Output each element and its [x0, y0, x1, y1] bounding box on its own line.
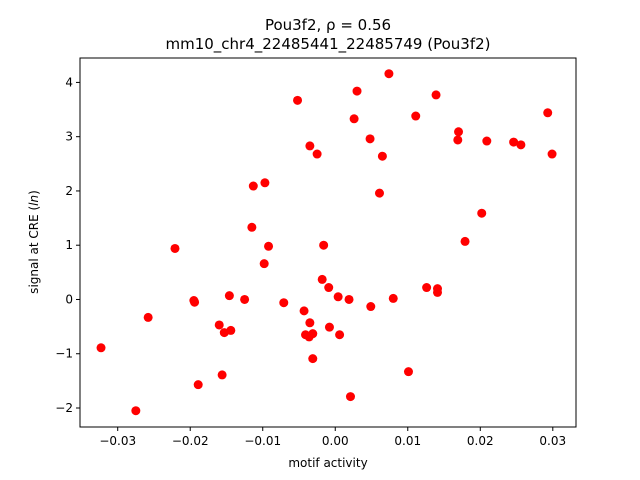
plot-area-frame: [79, 57, 577, 428]
x-tick-label: −0.02: [172, 434, 209, 448]
y-tick-label: −2: [55, 401, 73, 415]
data-point: [388, 293, 398, 303]
data-point: [299, 306, 309, 316]
data-point: [365, 134, 375, 144]
chart-title-line2: mm10_chr4_22485441_22485749 (Pou3f2): [165, 35, 490, 54]
data-point: [509, 137, 519, 147]
data-point: [248, 181, 258, 191]
data-point: [460, 236, 470, 246]
data-point: [317, 274, 327, 284]
y-axis-ticks: −2 −1 0 1 2 3 4: [55, 75, 80, 415]
data-point: [190, 297, 200, 307]
data-point: [293, 95, 303, 105]
data-point: [366, 302, 376, 312]
x-axis-label: motif activity: [288, 456, 367, 470]
data-point: [324, 283, 334, 293]
data-point: [344, 294, 354, 304]
x-tick-label: 0.00: [322, 434, 349, 448]
data-point: [352, 86, 362, 96]
x-axis-ticks: −0.03 −0.02 −0.01 0.00 0.01 0.02 0.03: [99, 427, 566, 448]
data-point: [324, 322, 334, 332]
data-point: [143, 312, 153, 322]
data-point: [333, 292, 343, 302]
data-point: [345, 392, 355, 402]
chart-title-line1: Pou3f2, ρ = 0.56: [265, 16, 391, 34]
data-point: [422, 283, 432, 293]
y-axis-label: signal at CRE (ln): [27, 190, 41, 294]
y-tick-label: 3: [65, 130, 73, 144]
data-point: [305, 318, 315, 328]
data-point: [214, 320, 224, 330]
data-point: [374, 188, 384, 198]
x-tick-label: −0.01: [244, 434, 281, 448]
data-point: [226, 325, 236, 335]
data-point: [411, 111, 421, 121]
data-point: [305, 141, 315, 151]
data-point: [335, 330, 345, 340]
data-point: [403, 367, 413, 377]
y-tick-label: 1: [65, 238, 73, 252]
data-point: [217, 370, 227, 380]
data-point: [312, 149, 322, 159]
data-point: [308, 354, 318, 364]
data-point: [516, 140, 526, 150]
data-point: [349, 114, 359, 124]
x-tick-label: 0.01: [394, 434, 421, 448]
data-point: [454, 127, 464, 137]
y-axis-label-suffix: ): [27, 190, 41, 195]
data-point: [377, 151, 387, 161]
x-tick-label: −0.03: [99, 434, 136, 448]
data-points: [96, 69, 557, 416]
x-tick-label: 0.03: [539, 434, 566, 448]
y-axis-label-prefix: signal at CRE (: [27, 206, 41, 294]
data-point: [431, 90, 441, 100]
data-point: [240, 294, 250, 304]
y-tick-label: 4: [65, 75, 73, 89]
data-point: [453, 135, 463, 145]
data-point: [477, 208, 487, 218]
data-point: [543, 108, 553, 118]
data-point: [547, 149, 557, 159]
data-point: [319, 240, 329, 250]
data-point: [279, 298, 289, 308]
data-point: [259, 259, 269, 269]
data-point: [264, 241, 274, 251]
y-tick-label: −1: [55, 347, 73, 361]
data-point: [131, 406, 141, 416]
y-tick-label: 2: [65, 184, 73, 198]
data-point: [308, 329, 318, 339]
data-point: [384, 69, 394, 79]
data-point: [247, 222, 257, 232]
data-point: [433, 287, 442, 297]
data-point: [260, 178, 270, 188]
data-point: [170, 243, 180, 253]
x-tick-label: 0.02: [467, 434, 494, 448]
data-point: [193, 380, 203, 390]
data-point: [224, 291, 234, 301]
y-axis-label-italic: ln: [27, 195, 41, 206]
data-point: [482, 136, 492, 146]
y-tick-label: 0: [65, 292, 73, 306]
data-point: [96, 343, 106, 353]
